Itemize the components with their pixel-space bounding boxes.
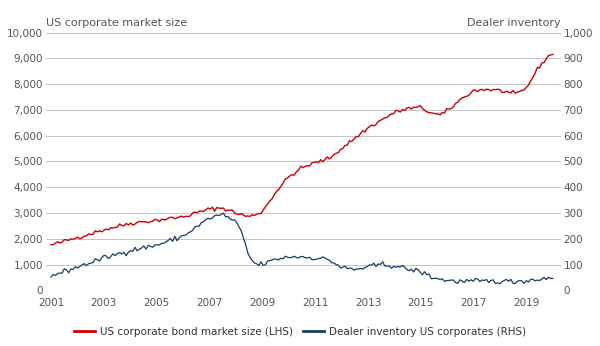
Legend: US corporate bond market size (LHS), Dealer inventory US corporates (RHS): US corporate bond market size (LHS), Dea… <box>70 322 530 341</box>
Text: US corporate market size: US corporate market size <box>46 18 187 27</box>
Text: Dealer inventory: Dealer inventory <box>467 18 561 27</box>
